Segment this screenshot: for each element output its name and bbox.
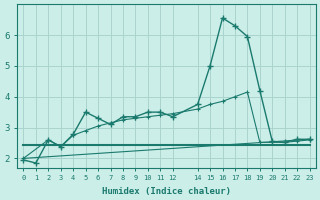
X-axis label: Humidex (Indice chaleur): Humidex (Indice chaleur) [102, 187, 231, 196]
